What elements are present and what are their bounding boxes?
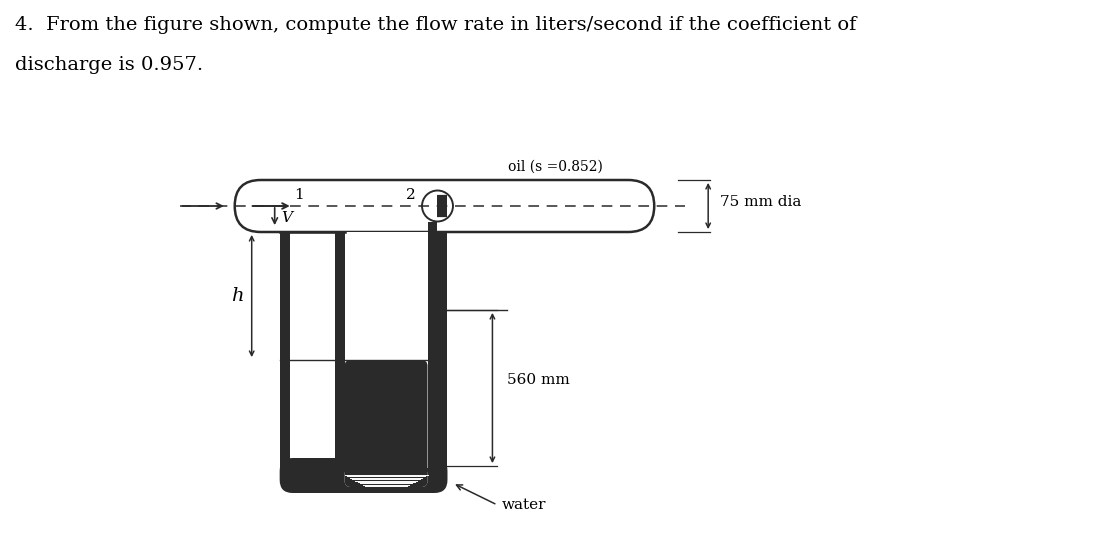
Bar xyxy=(345,232,428,468)
FancyBboxPatch shape xyxy=(345,468,428,487)
FancyBboxPatch shape xyxy=(235,180,654,232)
Bar xyxy=(279,232,290,468)
Text: V: V xyxy=(281,211,292,225)
Text: 2: 2 xyxy=(406,188,415,202)
Bar xyxy=(334,232,345,468)
Text: 560 mm: 560 mm xyxy=(508,373,570,387)
Text: 1: 1 xyxy=(293,188,303,202)
Text: discharge is 0.957.: discharge is 0.957. xyxy=(15,56,203,74)
Text: h: h xyxy=(232,287,244,305)
FancyBboxPatch shape xyxy=(345,360,428,487)
Text: water: water xyxy=(501,498,546,512)
Bar xyxy=(428,232,447,468)
Text: 75 mm dia: 75 mm dia xyxy=(720,195,801,209)
Text: oil (s =0.852): oil (s =0.852) xyxy=(509,160,603,174)
FancyBboxPatch shape xyxy=(279,458,447,493)
Text: 4.  From the figure shown, compute the flow rate in liters/second if the coeffic: 4. From the figure shown, compute the fl… xyxy=(15,16,856,34)
